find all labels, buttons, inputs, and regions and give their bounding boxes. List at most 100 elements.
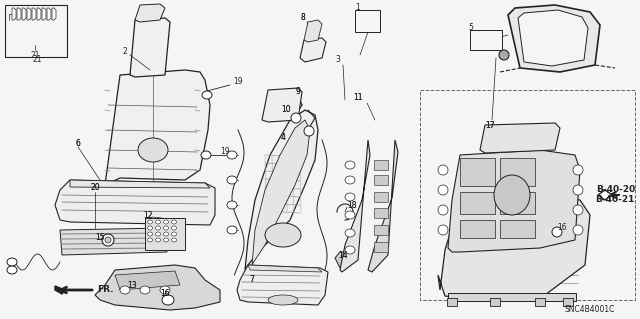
Polygon shape [598, 190, 612, 200]
Ellipse shape [172, 232, 177, 236]
Ellipse shape [160, 286, 170, 294]
FancyBboxPatch shape [145, 218, 185, 250]
Ellipse shape [227, 201, 237, 209]
Polygon shape [42, 8, 46, 20]
Text: 8: 8 [301, 13, 305, 23]
FancyBboxPatch shape [374, 192, 388, 202]
Text: 16: 16 [160, 290, 170, 299]
Text: FR.: FR. [97, 286, 113, 294]
FancyBboxPatch shape [374, 225, 388, 235]
Polygon shape [27, 8, 31, 20]
Ellipse shape [202, 91, 212, 99]
FancyBboxPatch shape [470, 30, 502, 50]
FancyBboxPatch shape [374, 242, 388, 252]
Polygon shape [55, 180, 215, 225]
Ellipse shape [147, 238, 152, 242]
Text: 1: 1 [355, 4, 360, 12]
FancyBboxPatch shape [490, 298, 500, 306]
Ellipse shape [438, 165, 448, 175]
Ellipse shape [156, 220, 161, 224]
Text: 7: 7 [250, 276, 255, 285]
Text: 17: 17 [485, 121, 495, 130]
Polygon shape [304, 20, 322, 42]
Text: 9: 9 [296, 87, 300, 97]
Ellipse shape [7, 266, 17, 274]
Ellipse shape [7, 258, 17, 266]
FancyBboxPatch shape [563, 298, 573, 306]
Ellipse shape [573, 165, 583, 175]
Ellipse shape [345, 193, 355, 201]
Polygon shape [37, 8, 41, 20]
Ellipse shape [147, 232, 152, 236]
Text: 2: 2 [123, 48, 127, 56]
Text: 13: 13 [127, 280, 137, 290]
Ellipse shape [438, 225, 448, 235]
Text: 19: 19 [220, 147, 230, 157]
Polygon shape [47, 8, 51, 20]
Polygon shape [368, 140, 398, 272]
FancyBboxPatch shape [535, 298, 545, 306]
FancyBboxPatch shape [500, 192, 535, 214]
Text: SNC4B4001C: SNC4B4001C [565, 306, 615, 315]
Polygon shape [130, 18, 170, 77]
Ellipse shape [147, 220, 152, 224]
Text: 3: 3 [335, 56, 340, 64]
FancyBboxPatch shape [460, 158, 495, 186]
Ellipse shape [499, 50, 509, 60]
Polygon shape [335, 252, 350, 268]
Ellipse shape [494, 175, 530, 215]
Ellipse shape [573, 205, 583, 215]
Polygon shape [340, 140, 370, 272]
Ellipse shape [163, 238, 168, 242]
Polygon shape [52, 8, 56, 20]
Polygon shape [252, 120, 310, 265]
Text: 12: 12 [143, 211, 153, 220]
Text: 12: 12 [143, 211, 153, 220]
Text: 10: 10 [281, 106, 291, 115]
Ellipse shape [227, 176, 237, 184]
Polygon shape [438, 195, 590, 298]
Ellipse shape [163, 226, 168, 230]
Text: 4: 4 [280, 133, 285, 143]
Ellipse shape [162, 295, 174, 305]
FancyBboxPatch shape [500, 158, 535, 186]
Polygon shape [100, 70, 210, 190]
Text: 16: 16 [557, 224, 567, 233]
FancyBboxPatch shape [460, 220, 495, 238]
Text: 20: 20 [90, 183, 100, 192]
Text: B-40-21: B-40-21 [596, 196, 635, 204]
Text: 13: 13 [127, 280, 137, 290]
Ellipse shape [265, 223, 301, 247]
Ellipse shape [156, 238, 161, 242]
Ellipse shape [147, 226, 152, 230]
Text: 6: 6 [76, 138, 81, 147]
FancyBboxPatch shape [500, 220, 535, 238]
Ellipse shape [438, 185, 448, 195]
FancyBboxPatch shape [447, 298, 457, 306]
Text: B-40-20: B-40-20 [596, 186, 635, 195]
Ellipse shape [438, 205, 448, 215]
Ellipse shape [345, 229, 355, 237]
FancyBboxPatch shape [374, 175, 388, 185]
Ellipse shape [172, 220, 177, 224]
Polygon shape [245, 110, 318, 270]
Text: 14: 14 [338, 250, 348, 259]
Ellipse shape [268, 295, 298, 305]
Ellipse shape [156, 232, 161, 236]
FancyBboxPatch shape [374, 208, 388, 218]
Text: 21: 21 [30, 50, 40, 60]
Ellipse shape [227, 226, 237, 234]
Polygon shape [70, 180, 210, 188]
Polygon shape [480, 123, 560, 153]
Text: 5: 5 [468, 24, 473, 33]
Polygon shape [95, 265, 220, 310]
Text: 21: 21 [32, 56, 42, 64]
FancyBboxPatch shape [448, 293, 576, 301]
Text: 11: 11 [353, 93, 363, 102]
Ellipse shape [102, 234, 114, 246]
Polygon shape [115, 271, 180, 290]
Ellipse shape [163, 232, 168, 236]
Ellipse shape [140, 286, 150, 294]
Text: 8: 8 [301, 13, 305, 23]
Polygon shape [135, 4, 165, 22]
